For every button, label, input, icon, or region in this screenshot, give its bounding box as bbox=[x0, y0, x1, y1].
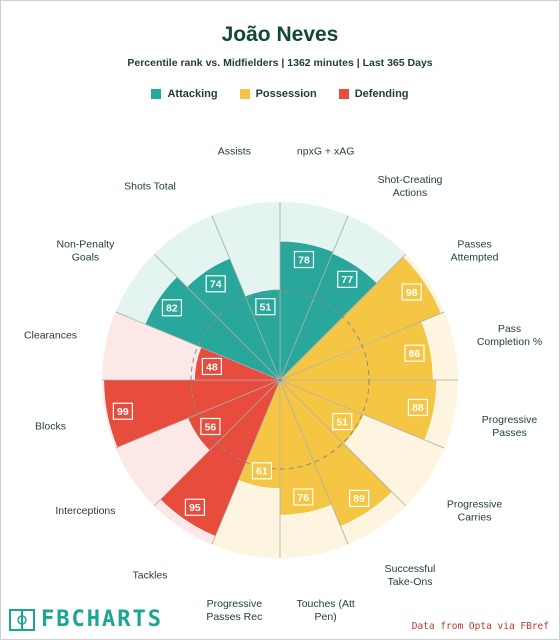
legend-label-possession: Possession bbox=[255, 88, 317, 100]
value-badge bbox=[337, 270, 358, 288]
legend-swatch-attacking bbox=[151, 89, 162, 99]
spoke bbox=[211, 215, 281, 381]
axis-label: Touches (Att Pen) bbox=[296, 598, 354, 623]
value-badge bbox=[349, 489, 370, 508]
axis-label: Passes Attempted bbox=[451, 239, 499, 264]
legend-item-attacking: Attacking bbox=[151, 88, 218, 100]
value-badge bbox=[293, 488, 314, 506]
pitch-icon bbox=[9, 608, 35, 631]
value-label: 95 bbox=[189, 502, 201, 514]
legend-swatch-defending bbox=[338, 89, 349, 99]
value-label: 76 bbox=[297, 492, 309, 504]
spoke bbox=[279, 379, 445, 449]
axis-label: Progressive Passes bbox=[482, 414, 538, 439]
value-badge bbox=[255, 298, 276, 316]
value-label: 56 bbox=[205, 421, 217, 433]
value-label: 51 bbox=[336, 416, 348, 428]
legend-label-defending: Defending bbox=[354, 88, 409, 100]
value-badge bbox=[112, 402, 133, 420]
legend-label-attacking: Attacking bbox=[167, 88, 218, 100]
chart-title: João Neves bbox=[221, 23, 339, 46]
value-label: 89 bbox=[353, 493, 365, 505]
axis-label: Pass Completion % bbox=[477, 323, 542, 348]
value-label: 77 bbox=[341, 274, 353, 286]
value-badge bbox=[200, 417, 221, 436]
value-label: 98 bbox=[406, 287, 418, 299]
value-badge bbox=[404, 344, 425, 362]
logo-text: FBCHARTS bbox=[41, 607, 163, 632]
axis-label: Clearances bbox=[24, 329, 77, 341]
spoke bbox=[279, 253, 407, 381]
spoke bbox=[153, 379, 281, 507]
spoke bbox=[279, 379, 407, 507]
spoke bbox=[115, 311, 281, 381]
value-badge bbox=[401, 283, 422, 301]
axis-label: Blocks bbox=[35, 421, 66, 433]
data-credit: Data from Opta via FBref bbox=[411, 621, 549, 632]
value-badge bbox=[201, 357, 222, 376]
spoke bbox=[153, 253, 281, 381]
axis-label: Successful Take-Ons bbox=[385, 563, 436, 588]
spoke bbox=[279, 215, 349, 381]
legend: Attacking Possession Defending bbox=[1, 88, 559, 100]
value-label: 61 bbox=[256, 466, 268, 478]
spoke bbox=[279, 379, 349, 545]
value-badge bbox=[332, 412, 353, 431]
value-badge bbox=[407, 398, 429, 417]
value-label: 74 bbox=[210, 279, 222, 291]
value-label: 78 bbox=[298, 254, 310, 266]
axis-label: Assists bbox=[218, 146, 251, 158]
value-label: 88 bbox=[412, 402, 424, 414]
axis-label: Shots Total bbox=[124, 180, 176, 192]
legend-item-defending: Defending bbox=[338, 88, 409, 100]
value-badge bbox=[184, 498, 206, 516]
spoke bbox=[279, 311, 445, 381]
axis-label: Progressive Carries bbox=[447, 499, 503, 524]
value-badge bbox=[251, 462, 273, 480]
axis-label: Non-Penalty Goals bbox=[57, 239, 116, 264]
value-label: 86 bbox=[409, 348, 421, 360]
legend-item-possession: Possession bbox=[239, 88, 317, 100]
axis-label: npxG + xAG bbox=[297, 146, 354, 158]
value-label: 99 bbox=[117, 406, 129, 418]
value-badge bbox=[293, 250, 315, 269]
axis-label: Shot-Creating Actions bbox=[378, 174, 443, 199]
axis-label: Progressive Passes Rec bbox=[206, 598, 262, 623]
value-label: 51 bbox=[260, 301, 272, 313]
axis-label: Interceptions bbox=[55, 505, 115, 517]
spoke bbox=[115, 379, 281, 449]
value-badge bbox=[161, 299, 183, 317]
value-label: 48 bbox=[206, 361, 218, 373]
fbcharts-logo: FBCHARTS bbox=[9, 607, 163, 632]
axis-label: Tackles bbox=[132, 570, 167, 582]
value-badge bbox=[205, 275, 226, 293]
legend-swatch-possession bbox=[239, 89, 250, 99]
value-label: 82 bbox=[166, 303, 178, 315]
chart-subtitle: Percentile rank vs. Midfielders | 1362 m… bbox=[127, 57, 433, 69]
spoke bbox=[211, 379, 281, 545]
